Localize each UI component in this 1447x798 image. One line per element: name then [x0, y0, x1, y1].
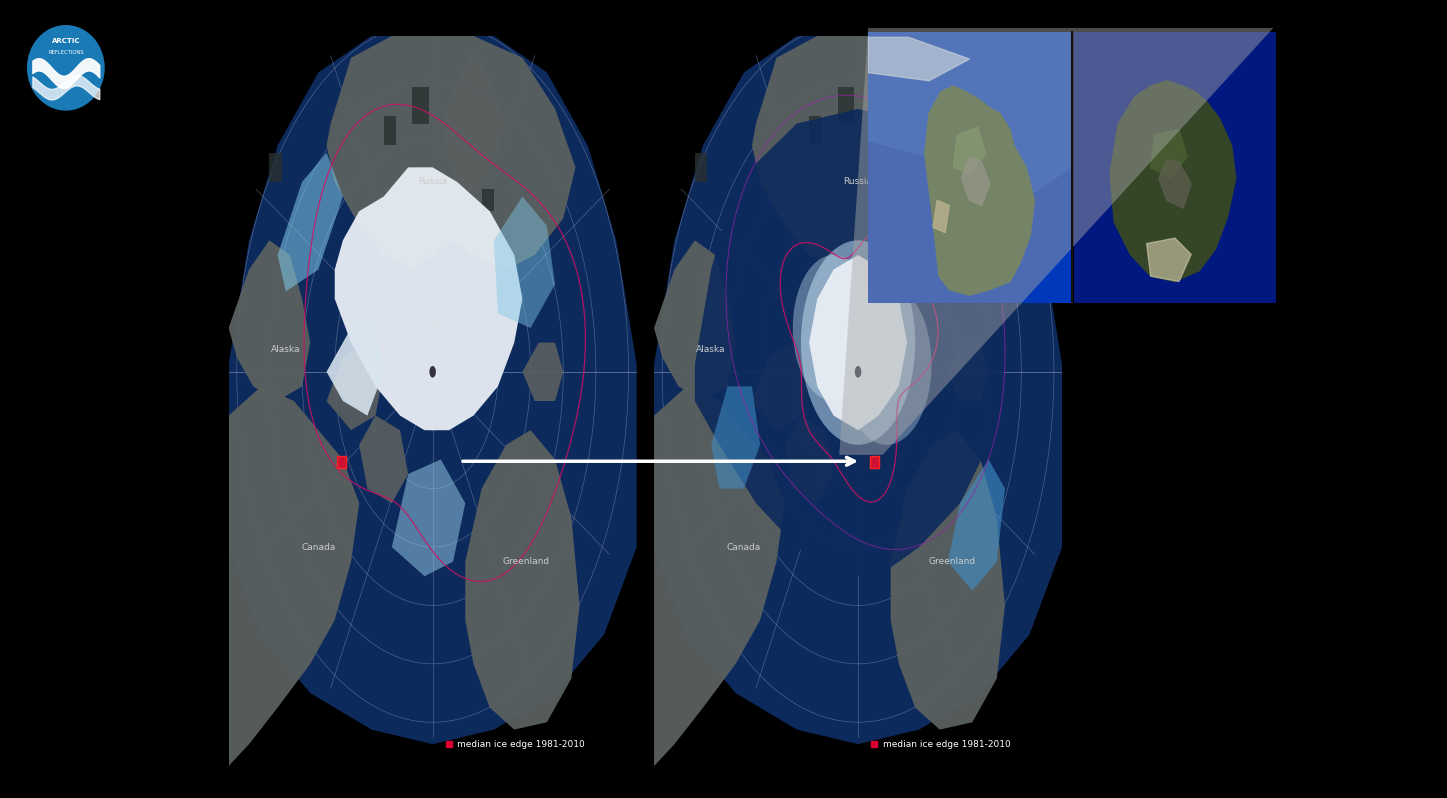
Polygon shape — [229, 36, 637, 745]
Text: Canada: Canada — [301, 543, 336, 551]
Polygon shape — [809, 255, 907, 430]
Circle shape — [802, 240, 915, 444]
Polygon shape — [868, 38, 969, 81]
Polygon shape — [229, 386, 359, 766]
Polygon shape — [838, 87, 854, 124]
Polygon shape — [891, 430, 1006, 729]
Polygon shape — [278, 152, 343, 291]
Polygon shape — [1150, 129, 1187, 179]
Polygon shape — [710, 386, 760, 488]
Polygon shape — [948, 460, 1006, 591]
Text: Greenland: Greenland — [929, 557, 975, 566]
Polygon shape — [229, 240, 310, 401]
Polygon shape — [482, 189, 493, 211]
Polygon shape — [867, 50, 932, 196]
Polygon shape — [752, 36, 1001, 270]
Polygon shape — [784, 416, 833, 504]
Polygon shape — [441, 50, 506, 196]
Polygon shape — [383, 117, 396, 145]
Polygon shape — [493, 196, 556, 328]
Polygon shape — [654, 386, 784, 766]
Text: Canada: Canada — [726, 543, 761, 551]
Polygon shape — [359, 416, 408, 504]
Polygon shape — [433, 317, 441, 328]
Polygon shape — [839, 28, 1273, 455]
Bar — [870, 456, 880, 468]
Polygon shape — [654, 240, 735, 401]
Polygon shape — [948, 342, 988, 401]
Polygon shape — [412, 87, 428, 124]
Polygon shape — [954, 127, 985, 173]
Bar — [337, 456, 346, 468]
Circle shape — [27, 26, 104, 110]
Polygon shape — [695, 109, 1006, 576]
Text: Alaska: Alaska — [271, 346, 301, 354]
Polygon shape — [327, 314, 383, 416]
Polygon shape — [269, 152, 282, 182]
Polygon shape — [961, 156, 990, 206]
Circle shape — [842, 284, 932, 444]
Text: Alaska: Alaska — [696, 346, 726, 354]
Polygon shape — [933, 200, 949, 233]
Text: REFLECTIONS: REFLECTIONS — [48, 49, 84, 54]
Circle shape — [430, 366, 436, 377]
Text: Russia: Russia — [418, 177, 447, 187]
Polygon shape — [327, 342, 383, 430]
Polygon shape — [752, 342, 809, 430]
Polygon shape — [695, 152, 708, 182]
Polygon shape — [907, 189, 919, 211]
Polygon shape — [809, 117, 822, 145]
Polygon shape — [868, 32, 1071, 195]
Polygon shape — [858, 317, 867, 328]
Polygon shape — [654, 36, 1062, 745]
Text: median ice edge 1981-2010: median ice edge 1981-2010 — [883, 740, 1010, 749]
Polygon shape — [1146, 238, 1191, 282]
Polygon shape — [466, 430, 580, 729]
Polygon shape — [392, 460, 466, 576]
Polygon shape — [925, 86, 1035, 295]
Text: ARCTIC: ARCTIC — [52, 38, 80, 45]
Circle shape — [793, 255, 874, 401]
Polygon shape — [522, 342, 563, 401]
Text: median ice edge 1981-2010: median ice edge 1981-2010 — [457, 740, 585, 749]
Polygon shape — [1110, 81, 1236, 282]
Polygon shape — [334, 168, 522, 430]
Circle shape — [855, 366, 861, 377]
Text: Greenland: Greenland — [504, 557, 550, 566]
Text: Russia: Russia — [844, 177, 873, 187]
Polygon shape — [1159, 160, 1191, 208]
Polygon shape — [327, 36, 576, 270]
